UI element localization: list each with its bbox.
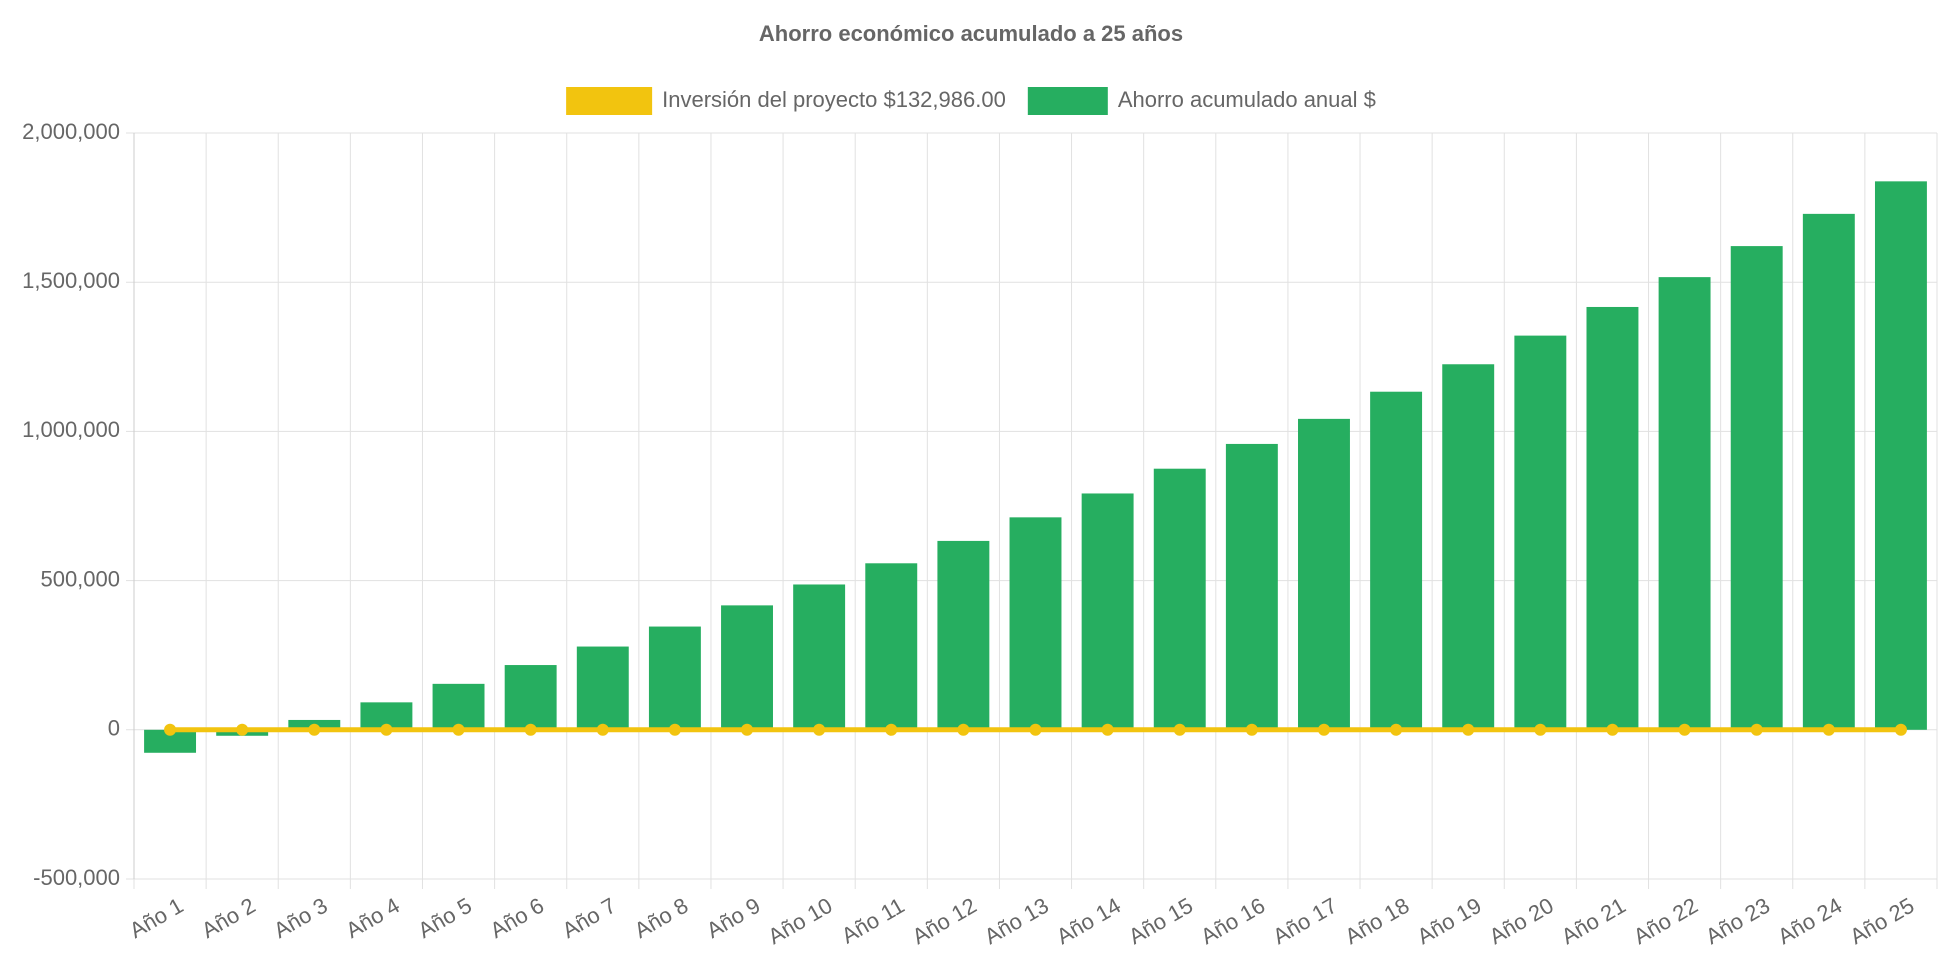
line-point bbox=[1390, 723, 1403, 736]
x-tick-label: Año 23 bbox=[1701, 893, 1774, 950]
x-tick-label: Año 20 bbox=[1485, 893, 1558, 950]
x-tick-label: Año 13 bbox=[980, 893, 1053, 950]
bar bbox=[432, 683, 485, 730]
bar bbox=[937, 540, 990, 730]
bar bbox=[504, 665, 557, 730]
x-tick-label: Año 17 bbox=[1268, 893, 1341, 950]
bar bbox=[1730, 246, 1783, 730]
bar bbox=[1009, 517, 1062, 730]
line-point bbox=[1606, 723, 1619, 736]
line-point bbox=[885, 723, 898, 736]
bar bbox=[1370, 391, 1423, 730]
y-tick-label: -500,000 bbox=[33, 865, 120, 890]
x-tick-label: Año 2 bbox=[197, 893, 259, 943]
line-point bbox=[1678, 723, 1691, 736]
y-tick-label: 1,500,000 bbox=[22, 268, 120, 293]
bar bbox=[1081, 493, 1134, 730]
bar bbox=[1298, 418, 1350, 730]
bar bbox=[576, 646, 629, 730]
x-tick-label: Año 24 bbox=[1773, 893, 1846, 950]
line-point bbox=[524, 723, 537, 736]
x-tick-label: Año 1 bbox=[125, 893, 187, 943]
x-tick-label: Año 16 bbox=[1196, 893, 1269, 950]
x-tick-label: Año 22 bbox=[1629, 893, 1702, 950]
legend-swatch bbox=[566, 87, 653, 115]
line-point bbox=[1822, 723, 1835, 736]
legend-label: Ahorro acumulado anual $ bbox=[1118, 87, 1376, 112]
y-tick-label: 500,000 bbox=[40, 566, 120, 591]
y-tick-label: 1,000,000 bbox=[22, 417, 120, 442]
bar bbox=[1802, 213, 1855, 730]
line-point bbox=[236, 723, 249, 736]
line-point bbox=[1245, 723, 1258, 736]
bar bbox=[648, 626, 701, 730]
x-tick-label: Año 21 bbox=[1557, 893, 1630, 950]
x-tick-label: Año 12 bbox=[908, 893, 981, 950]
x-tick-label: Año 5 bbox=[414, 893, 476, 943]
x-tick-label: Año 14 bbox=[1052, 893, 1125, 950]
bar bbox=[865, 563, 918, 730]
line-point bbox=[1101, 723, 1114, 736]
bar bbox=[793, 584, 846, 730]
line-point bbox=[1534, 723, 1547, 736]
bar bbox=[1658, 277, 1711, 730]
line-point bbox=[452, 723, 465, 736]
x-tick-label: Año 15 bbox=[1124, 893, 1197, 950]
y-tick-label: 2,000,000 bbox=[22, 119, 120, 144]
x-tick-label: Año 25 bbox=[1845, 893, 1918, 950]
x-tick-label: Año 19 bbox=[1413, 893, 1486, 950]
line-point bbox=[813, 723, 826, 736]
x-tick-label: Año 11 bbox=[837, 893, 908, 949]
line-point bbox=[668, 723, 681, 736]
x-tick-label: Año 10 bbox=[764, 893, 837, 950]
bar bbox=[721, 605, 773, 730]
line-point bbox=[1317, 723, 1330, 736]
x-tick-label: Año 8 bbox=[630, 893, 692, 943]
line-point bbox=[380, 723, 393, 736]
bar bbox=[1442, 364, 1495, 730]
bar bbox=[1874, 181, 1927, 730]
line-point bbox=[1750, 723, 1763, 736]
legend: Inversión del proyecto $132,986.00 Ahorro… bbox=[566, 87, 1376, 115]
line-point bbox=[164, 723, 177, 736]
x-tick-label: Año 18 bbox=[1341, 893, 1414, 950]
line-point bbox=[741, 723, 754, 736]
bar bbox=[1153, 468, 1206, 730]
line-point bbox=[1029, 723, 1042, 736]
x-tick-label: Año 3 bbox=[269, 893, 331, 943]
line-point bbox=[596, 723, 609, 736]
bar bbox=[1586, 306, 1639, 730]
legend-swatch bbox=[1027, 87, 1108, 115]
line-point bbox=[308, 723, 321, 736]
line-point bbox=[957, 723, 970, 736]
bar bbox=[144, 729, 197, 753]
y-tick-label: 0 bbox=[108, 716, 120, 741]
legend-label: Inversión del proyecto $132,986.00 bbox=[662, 87, 1006, 112]
bar bbox=[1225, 443, 1278, 730]
bar bbox=[1514, 335, 1567, 730]
line-point bbox=[1894, 723, 1907, 736]
x-tick-label: Año 7 bbox=[558, 893, 620, 943]
x-tick-label: Año 4 bbox=[342, 893, 404, 943]
line-point bbox=[1462, 723, 1475, 736]
x-tick-label: Año 6 bbox=[486, 893, 548, 943]
x-tick-label: Año 9 bbox=[702, 893, 764, 943]
chart-title: Ahorro económico acumulado a 25 años bbox=[759, 21, 1183, 46]
line-point bbox=[1173, 723, 1186, 736]
